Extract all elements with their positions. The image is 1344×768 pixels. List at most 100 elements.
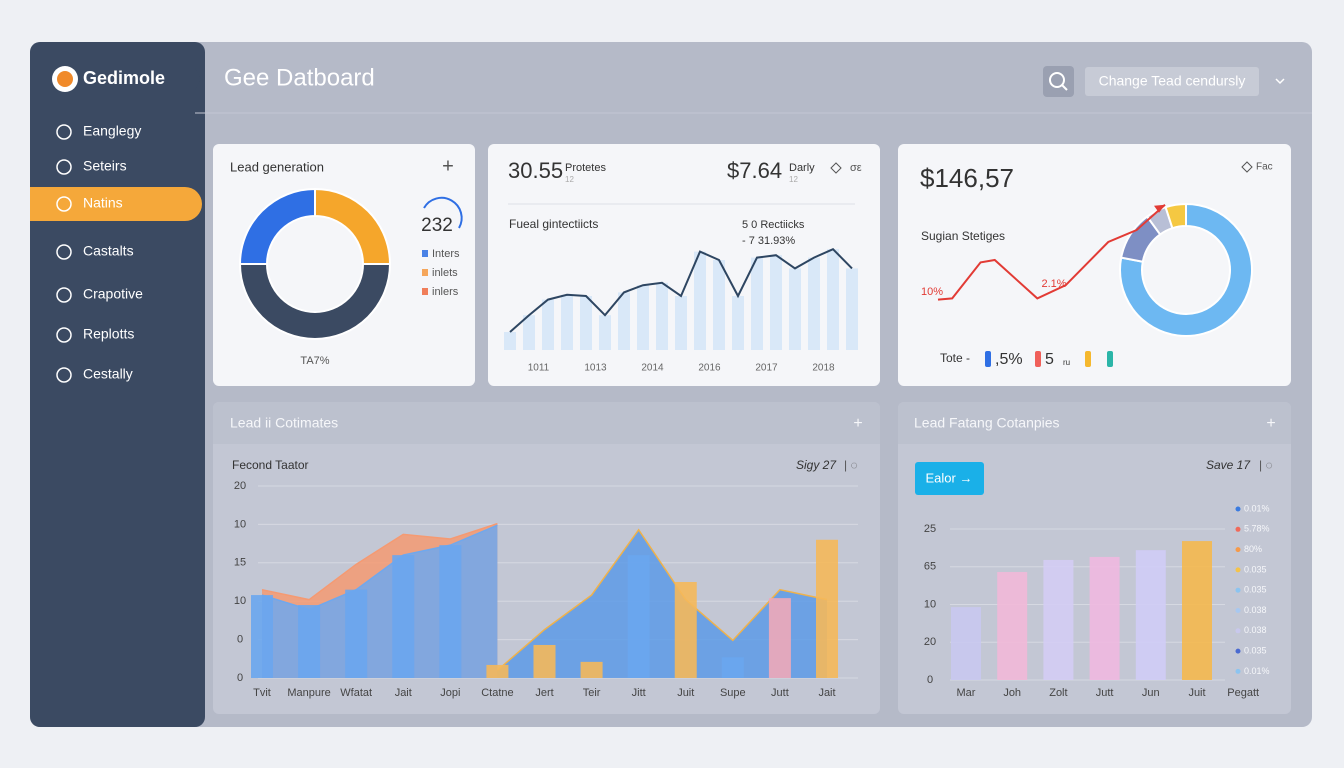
bar <box>580 296 592 350</box>
legend-dot <box>1235 506 1241 512</box>
bar <box>846 268 858 350</box>
bar <box>392 555 415 678</box>
annotation: 2.1% <box>1041 278 1066 290</box>
legend-label: Inters <box>432 248 460 260</box>
legend-value: 5 <box>1045 351 1054 368</box>
nav-item[interactable]: Cestally <box>83 366 133 382</box>
bar <box>251 595 273 678</box>
bar <box>732 296 744 350</box>
x-tick-label: 1013 <box>584 363 607 374</box>
bar <box>751 257 763 350</box>
bar <box>656 282 668 350</box>
nav-item[interactable]: Eanglegy <box>83 123 141 139</box>
x-tick-label: Jopi <box>440 687 460 699</box>
bar <box>627 555 650 678</box>
bar <box>1135 550 1166 680</box>
nav-active <box>30 187 202 221</box>
badge-icon <box>830 162 842 174</box>
panel-title: Lead ii Cotimates <box>230 415 338 431</box>
x-tick-label: Joh <box>1003 687 1021 699</box>
action-button-label[interactable]: Change Tead cendursly <box>1099 73 1246 89</box>
panel-title: Lead generation <box>230 159 324 174</box>
nav-item[interactable]: Replotts <box>83 326 134 342</box>
y-tick-label: 15 <box>234 557 246 569</box>
bar <box>827 249 839 350</box>
bar <box>770 255 782 350</box>
x-tick-label: Ctatne <box>481 687 513 699</box>
legend-label: inlets <box>432 267 458 279</box>
trend-line <box>937 204 1166 301</box>
search-button[interactable] <box>1043 66 1074 97</box>
panel-action[interactable]: + <box>853 415 862 432</box>
bar <box>694 251 706 350</box>
bar <box>1043 559 1074 680</box>
page-title: Gee Datboard <box>224 64 375 91</box>
y-tick-label: 25 <box>924 523 936 535</box>
sidebar-notch <box>195 68 201 90</box>
action-button[interactable] <box>1085 67 1259 96</box>
bar <box>1182 541 1212 680</box>
x-tick-label: Tvit <box>253 687 271 699</box>
kpi-label: Darly <box>789 162 815 174</box>
sidebar-edge <box>185 42 195 727</box>
kpi-value: $7.64 <box>727 158 782 183</box>
nav-icon <box>56 287 72 303</box>
nav-icon <box>56 196 72 212</box>
button-label[interactable]: Ealor → <box>926 470 973 485</box>
panel-action[interactable]: + <box>1266 415 1275 432</box>
badge: Fac <box>1256 162 1273 173</box>
panel-action[interactable]: + <box>442 155 454 177</box>
bar <box>789 268 801 350</box>
area-fill <box>262 525 498 678</box>
x-tick-label: Pegatt <box>1227 687 1259 699</box>
legend-swatch <box>422 250 428 257</box>
x-tick-label: Jitt <box>632 687 646 699</box>
kpi-note: 12 <box>565 175 574 184</box>
bar <box>580 661 603 678</box>
bar <box>298 605 321 678</box>
x-tick-label: 2017 <box>755 363 778 374</box>
kpi-label: Protetes <box>565 162 606 174</box>
nav-item[interactable]: Natins <box>83 195 123 211</box>
bar <box>486 664 509 678</box>
sidebar <box>30 42 205 727</box>
nav-item[interactable]: Seteirs <box>83 158 127 174</box>
legend-unit: ru <box>1063 358 1070 367</box>
legend-dot <box>1235 668 1241 674</box>
annotation: 10% <box>921 286 943 298</box>
bar <box>542 299 554 350</box>
legend-dot <box>1235 547 1241 553</box>
x-tick-label: Jait <box>395 687 412 699</box>
search-icon-handle <box>1061 84 1068 91</box>
x-tick-label: Mar <box>957 687 976 699</box>
legend-label: 5.78% <box>1244 524 1270 534</box>
dropdown-chevron[interactable] <box>1275 78 1285 85</box>
nav-item[interactable]: Castalts <box>83 243 134 259</box>
x-tick-label: Wfatat <box>340 687 372 699</box>
bar <box>721 657 744 678</box>
nav-icon <box>56 244 72 260</box>
legend-label: 0.01% <box>1244 666 1270 676</box>
nav-item[interactable]: Crapotive <box>83 286 143 302</box>
legend-label: 0.035 <box>1244 585 1267 595</box>
y-tick-label: 65 <box>924 561 936 573</box>
chart-subtitle: Fueal gintectiicts <box>509 217 598 231</box>
legend-dot <box>1235 587 1241 593</box>
legend-swatch <box>1035 351 1041 367</box>
y-tick-label: 10 <box>924 598 936 610</box>
badge-icon <box>1241 161 1253 173</box>
legend-title: Tote - <box>940 351 970 365</box>
area-line <box>261 522 498 601</box>
edit-button[interactable] <box>915 462 984 495</box>
bar <box>997 572 1028 680</box>
bar <box>523 315 535 350</box>
bar <box>439 545 462 678</box>
line <box>509 248 853 333</box>
panel-header <box>213 402 880 444</box>
legend-swatch <box>1085 351 1091 367</box>
y-tick-label: 10 <box>234 518 246 530</box>
legend-label: inlers <box>432 286 459 298</box>
y-tick-label: 0 <box>237 672 243 684</box>
legend-dot <box>1235 567 1241 573</box>
